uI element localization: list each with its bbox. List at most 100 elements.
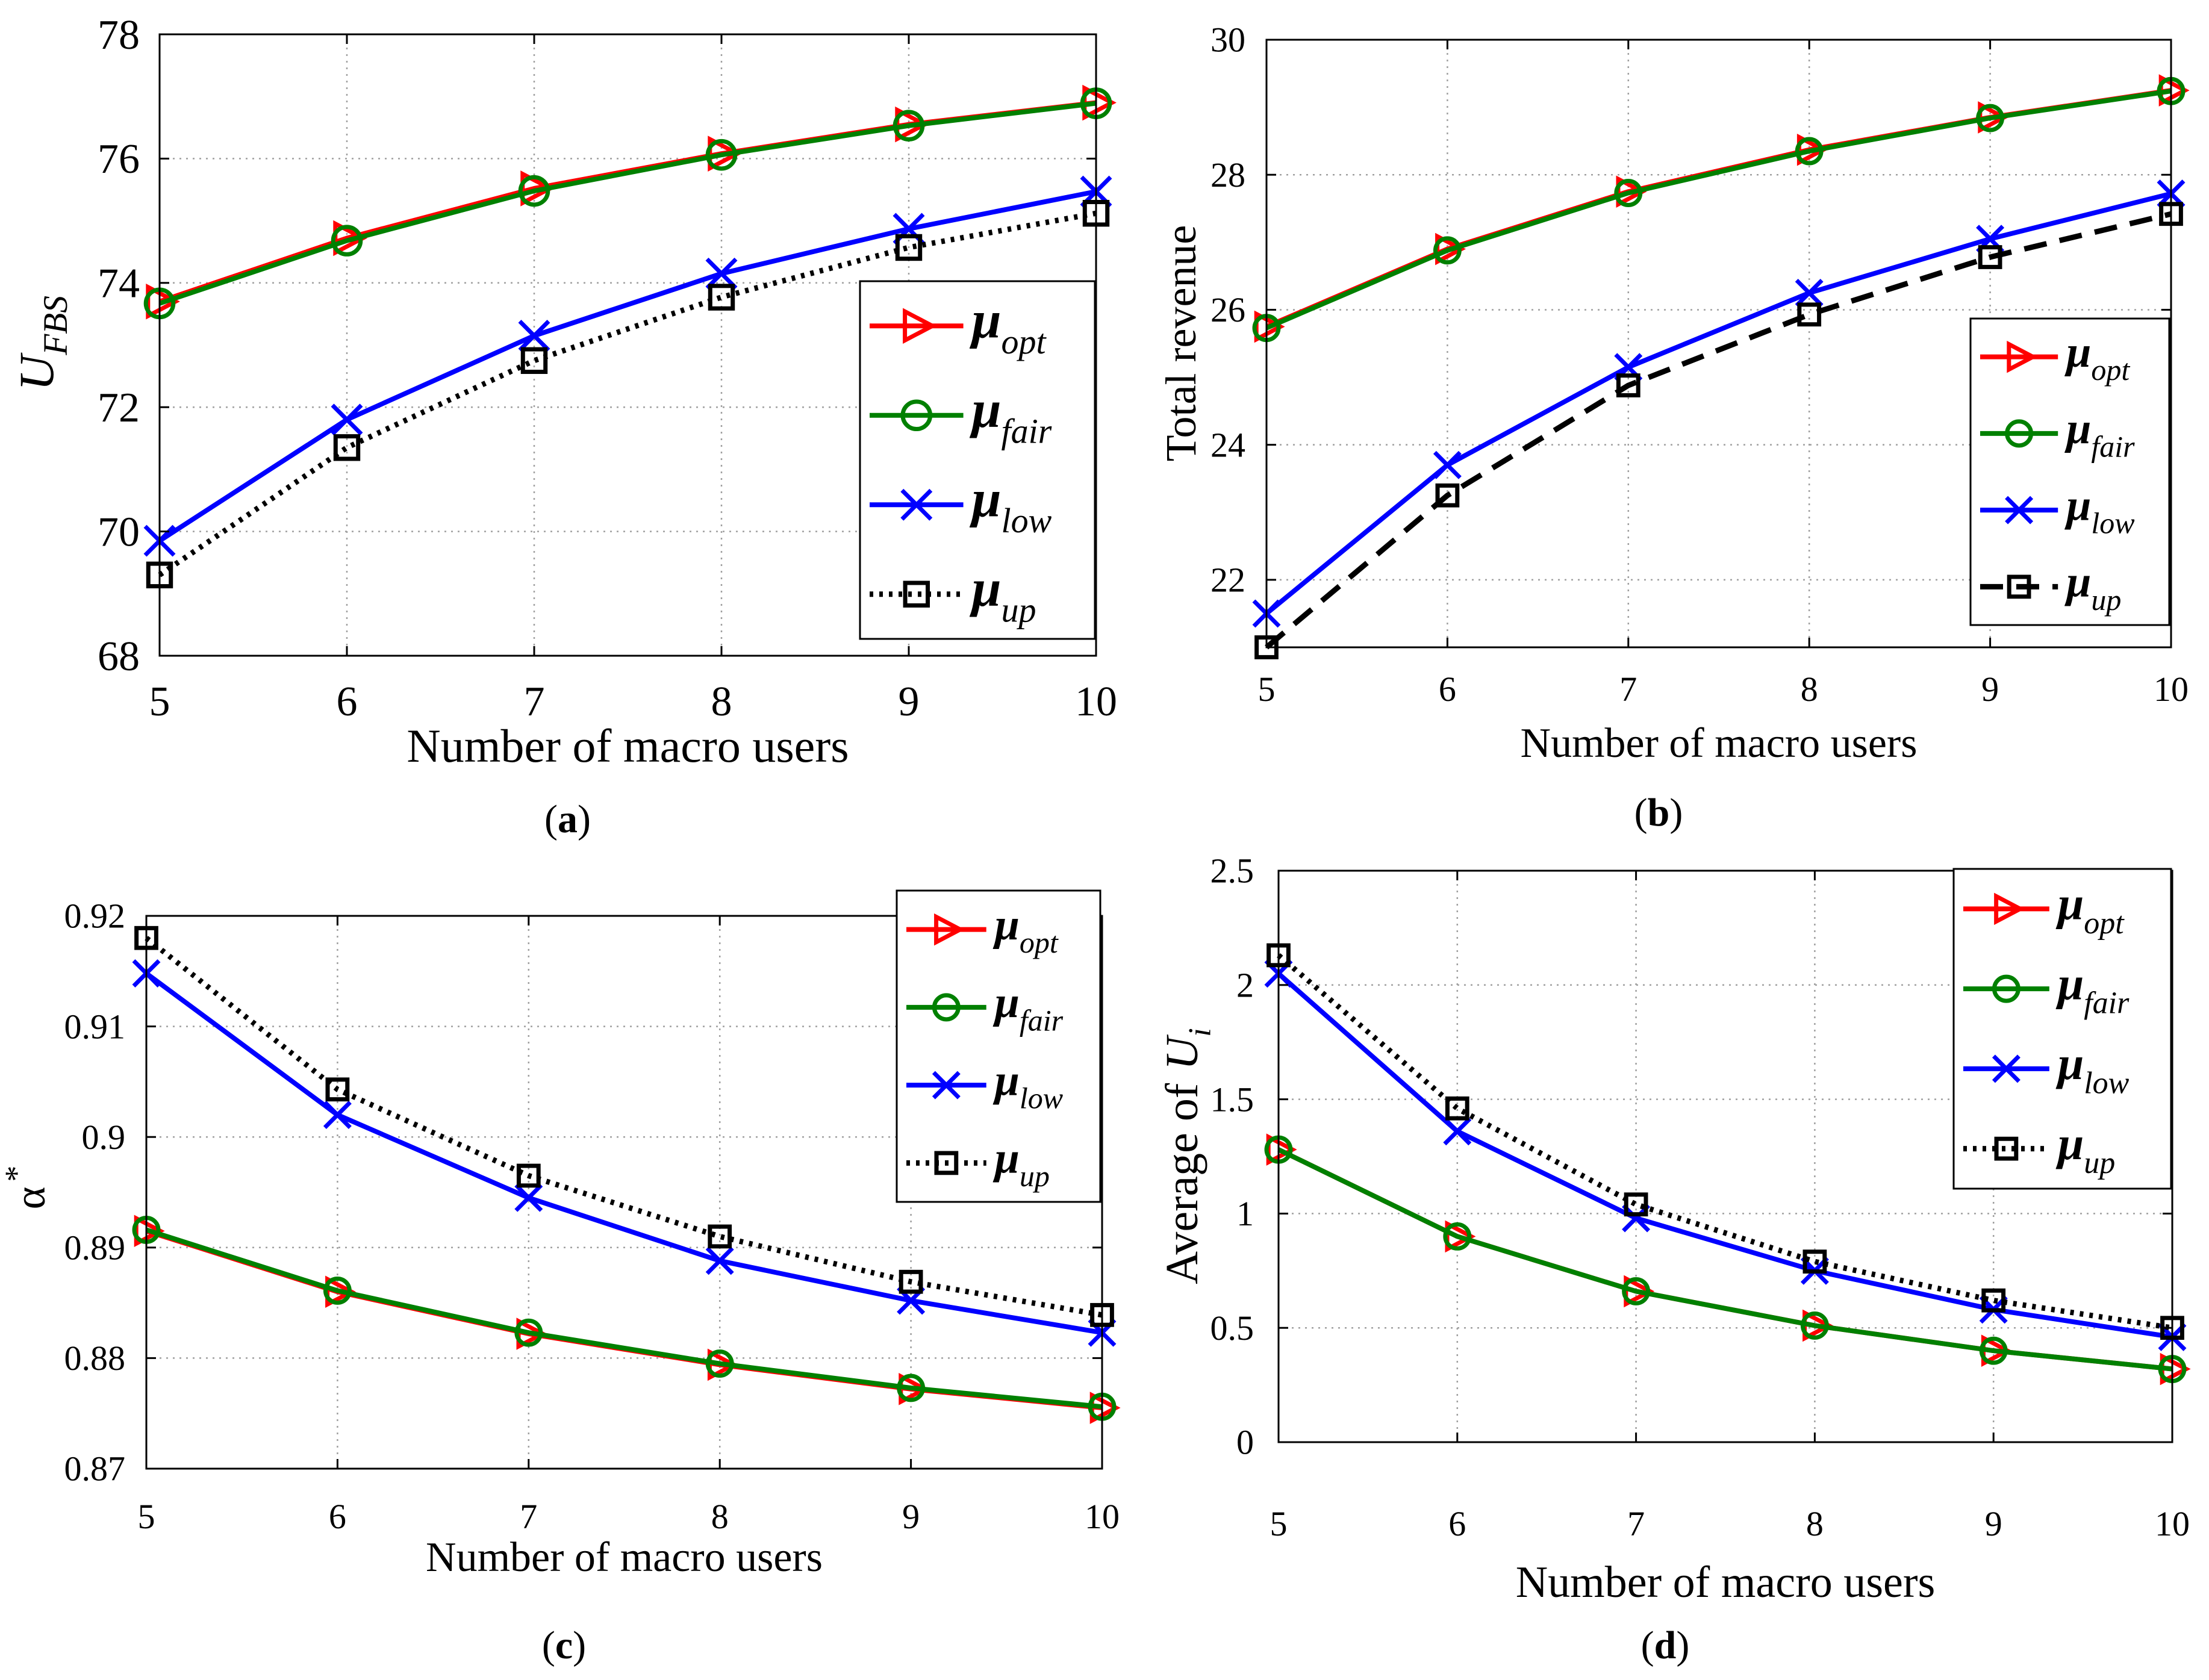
data-point-fair xyxy=(1433,236,1462,265)
axes-frame xyxy=(158,33,1097,657)
series-line-low xyxy=(145,971,1103,1336)
y-axis-label: α* xyxy=(0,1166,54,1210)
legend: μopt μfair μlow μup xyxy=(859,280,1096,640)
legend-marker-opt xyxy=(1994,892,2025,926)
data-point-low xyxy=(1795,278,1824,307)
y-tick-label: 1 xyxy=(1236,1194,1254,1233)
x-tick-label: 7 xyxy=(524,679,545,725)
y-tick-label: 28 xyxy=(1210,155,1245,194)
legend-box xyxy=(1969,317,2170,626)
y-tick-label: 30 xyxy=(1210,20,1245,60)
x-tick-label: 9 xyxy=(1981,670,1999,709)
legend-marker-opt xyxy=(903,308,937,344)
x-tick-label: 5 xyxy=(1270,1504,1288,1543)
data-point-up xyxy=(1797,302,1822,327)
y-axis-label: UFBS xyxy=(9,296,75,391)
legend-label-opt: μopt xyxy=(2055,877,2125,941)
y-tick-label: 0.9 xyxy=(82,1118,126,1157)
legend-marker-low xyxy=(2005,496,2034,524)
data-point-fair xyxy=(1979,1336,2008,1365)
data-point-up xyxy=(1435,483,1460,508)
legend-label-up: μup xyxy=(992,1134,1050,1193)
data-point-up xyxy=(1624,1192,1648,1217)
axes-frame xyxy=(1265,39,2172,649)
legend-marker-low xyxy=(900,488,933,521)
data-point-fair xyxy=(514,1318,543,1347)
y-tick-label: 26 xyxy=(1210,290,1245,329)
legend: μopt μfair μlow μup xyxy=(1952,868,2172,1190)
series-line-low xyxy=(1277,971,2173,1340)
data-point-fair xyxy=(1614,179,1643,207)
data-point-up xyxy=(1616,373,1640,397)
legend-marker-up xyxy=(1994,1136,2019,1161)
x-tick-label: 6 xyxy=(337,679,358,725)
y-tick-label: 0.92 xyxy=(64,897,126,936)
data-point-up xyxy=(1978,245,2002,269)
series-fair xyxy=(1264,1135,2187,1383)
x-axis-label: Number of macro users xyxy=(1521,720,1918,767)
figure-caption: (b) xyxy=(1634,791,1683,835)
legend-label-up: μup xyxy=(2055,1117,2115,1180)
figure-caption: (a) xyxy=(544,797,591,841)
data-point-fair xyxy=(323,1276,352,1305)
data-point-opt xyxy=(708,135,742,172)
data-point-fair xyxy=(897,1374,926,1402)
axes-frame xyxy=(1277,870,2173,1443)
data-point-fair xyxy=(705,1349,734,1378)
y-tick-label: 0.87 xyxy=(64,1449,126,1489)
data-point-fair xyxy=(1976,104,2005,132)
y-tick-label: 0.89 xyxy=(64,1228,126,1268)
figure-caption: (d) xyxy=(1641,1623,1690,1667)
series-line-low xyxy=(1265,191,2172,616)
legend-label-opt: μopt xyxy=(970,291,1047,361)
x-tick-label: 10 xyxy=(2154,670,2189,709)
data-point-low xyxy=(705,1246,734,1275)
series-line-up xyxy=(145,936,1103,1318)
data-point-low xyxy=(323,1101,352,1129)
legend-label-up: μup xyxy=(970,559,1036,629)
data-point-fair xyxy=(331,225,363,257)
y-tick-label: 78 xyxy=(98,12,140,58)
legend-marker-opt xyxy=(934,913,965,946)
data-point-low xyxy=(705,257,738,290)
data-point-low xyxy=(1443,1117,1472,1146)
x-tick-label: 7 xyxy=(1619,670,1637,709)
chart-b: 5 6 7 8 9 10 22 24 26 28 30 Number of macro users To… xyxy=(1157,20,2190,835)
y-tick-label: 72 xyxy=(98,385,140,431)
y-tick-label: 2.5 xyxy=(1210,851,1254,891)
series-line-fair xyxy=(1277,1147,2173,1372)
legend-marker-fair xyxy=(2005,419,2034,448)
series-line-up xyxy=(1265,211,2172,650)
data-point-low xyxy=(331,403,363,436)
y-tick-label: 1.5 xyxy=(1210,1080,1254,1119)
x-tick-label: 8 xyxy=(711,679,732,725)
data-point-fair xyxy=(1622,1277,1651,1305)
data-point-up xyxy=(708,1224,732,1249)
y-tick-label: 0.5 xyxy=(1210,1308,1254,1348)
x-tick-label: 10 xyxy=(2155,1504,2190,1543)
data-point-up xyxy=(333,434,361,461)
y-tick-label: 2 xyxy=(1236,966,1254,1005)
legend-marker-fair xyxy=(900,399,933,432)
legend-marker-opt xyxy=(2007,340,2038,373)
data-point-up xyxy=(1981,1288,2006,1313)
data-point-up xyxy=(1802,1249,1827,1274)
x-tick-label: 5 xyxy=(149,679,170,725)
y-tick-label: 0 xyxy=(1236,1423,1254,1462)
legend-marker-up xyxy=(2007,574,2031,599)
y-tick-label: 0.91 xyxy=(64,1007,126,1046)
chart-c: 5 6 7 8 9 10 0.87 0.88 0.89 0.9 0.91 0.92 Number of … xyxy=(0,889,1121,1667)
legend-label-low: μlow xyxy=(992,1056,1063,1115)
x-axis-label: Number of macro users xyxy=(1516,1558,1936,1607)
x-tick-label: 10 xyxy=(1085,1497,1120,1536)
x-tick-label: 7 xyxy=(1627,1504,1645,1543)
x-tick-label: 6 xyxy=(1439,670,1456,709)
data-point-low xyxy=(1433,450,1462,479)
legend-label-fair: μfair xyxy=(992,978,1064,1037)
y-tick-label: 68 xyxy=(98,633,140,680)
legend-marker-fair xyxy=(932,993,961,1022)
x-tick-label: 9 xyxy=(1985,1504,2002,1543)
series-up xyxy=(146,199,1110,589)
y-tick-label: 22 xyxy=(1210,561,1245,600)
